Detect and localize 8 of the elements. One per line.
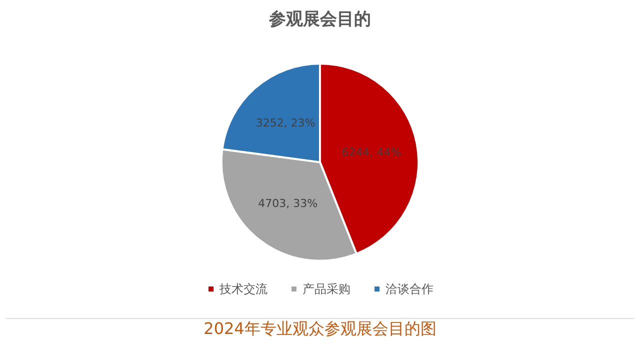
text: 2024年专业观众参观展会目的图 <box>6 318 634 356</box>
data-label: 6244, 44% <box>342 146 402 159</box>
legend-label: 洽谈合作 <box>386 282 434 296</box>
chart-title: 参观展会目的 <box>268 10 371 30</box>
data-label: 3252, 23% <box>256 116 316 130</box>
data-label: 4703, 33% <box>258 196 318 210</box>
legend-label: 技术交流 <box>218 282 268 296</box>
legend-label: 产品采购 <box>302 282 350 296</box>
